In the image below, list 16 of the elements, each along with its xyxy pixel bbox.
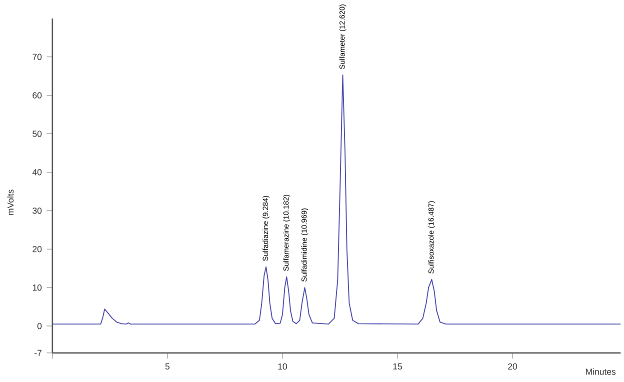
- x-tick-label: 10: [278, 363, 287, 370]
- y-tick-label: 50: [32, 130, 42, 137]
- line-series: [52, 74, 622, 325]
- y-tick-label: 30: [32, 208, 42, 214]
- y-tick-label: 10: [32, 284, 42, 291]
- x-axis-title: Minutes: [586, 368, 616, 375]
- x-tick-label: 20: [508, 363, 518, 370]
- y-tick-label: 60: [32, 92, 42, 98]
- y-axis-title: mVolts: [7, 190, 14, 215]
- x-tick-label: 5: [165, 363, 170, 370]
- y-tick-label: 40: [32, 169, 42, 176]
- x-tick-label: 15: [393, 363, 402, 370]
- y-tick-label: 70: [32, 54, 42, 60]
- y-tick-label: -7: [34, 350, 42, 356]
- y-tick-label: 20: [32, 246, 42, 252]
- y-tick-label: 0: [37, 322, 42, 330]
